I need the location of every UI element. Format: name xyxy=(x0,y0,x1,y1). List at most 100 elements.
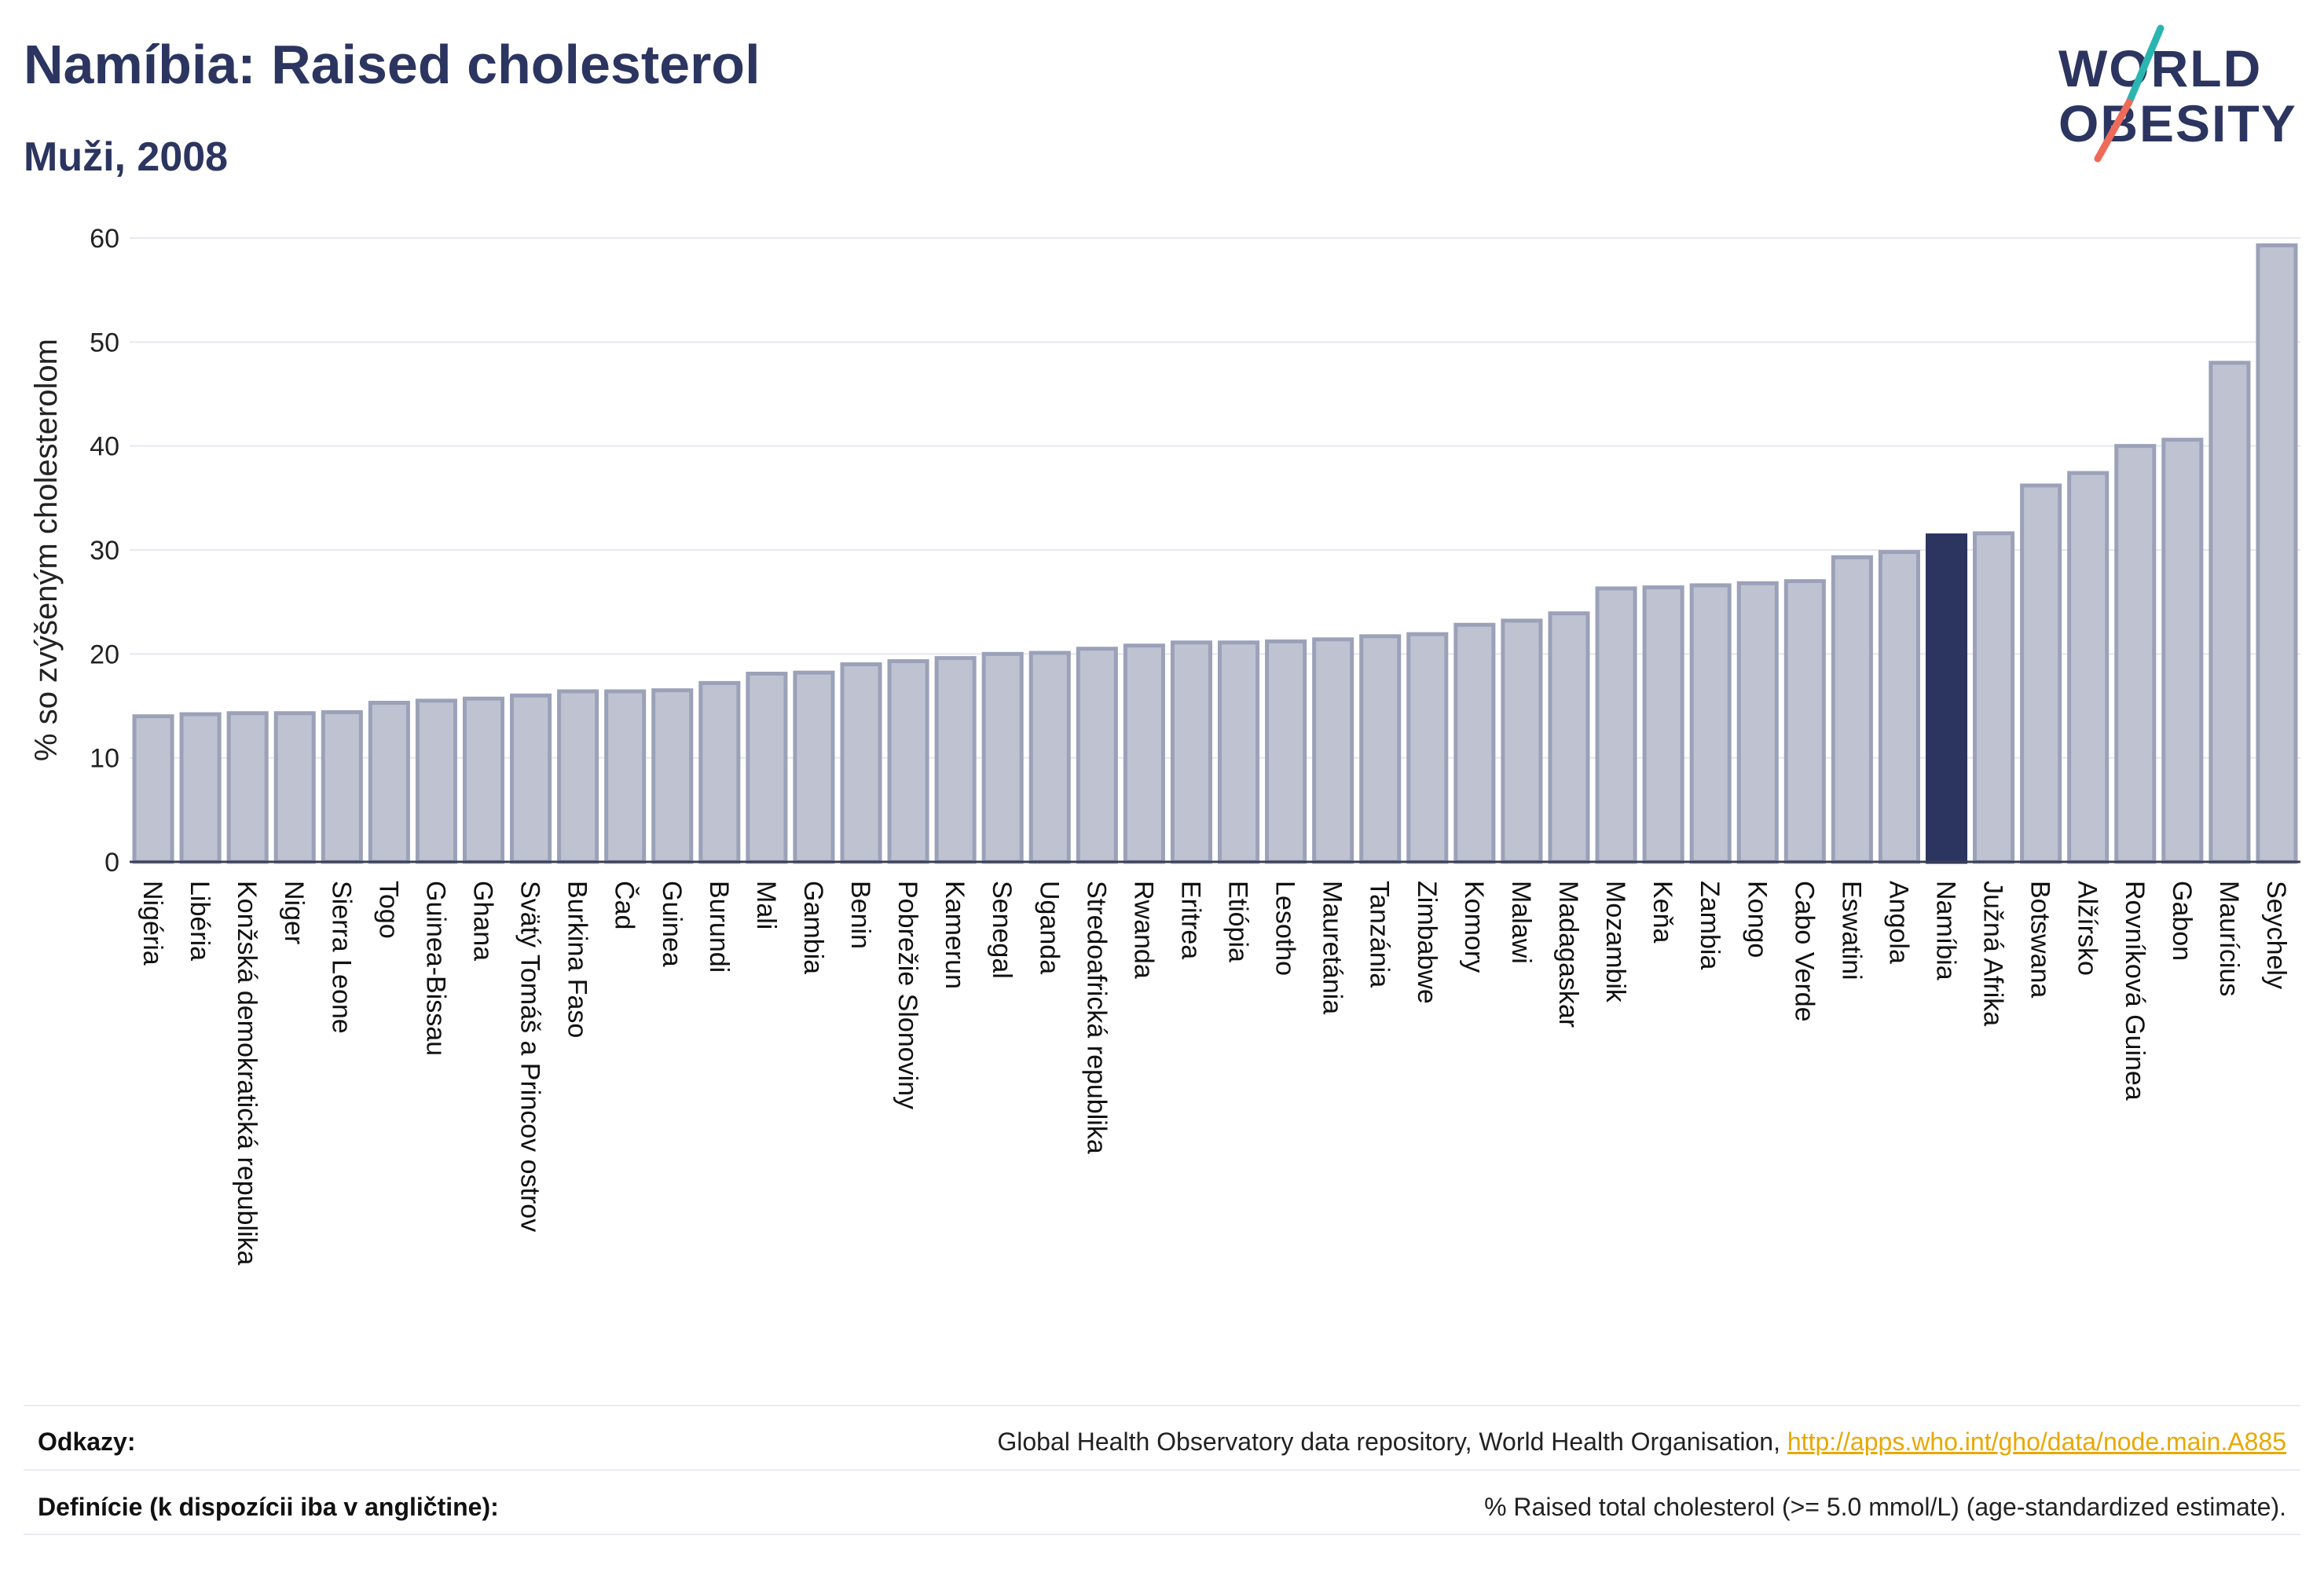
bar xyxy=(1359,634,1402,864)
y-tick-label: 0 xyxy=(104,848,119,878)
x-tick-label: Benin xyxy=(845,881,875,949)
x-tick-label: Mauretánia xyxy=(1318,881,1347,1014)
bar xyxy=(604,689,647,864)
bar xyxy=(1453,622,1496,864)
x-tick-label: Etiópia xyxy=(1223,881,1253,962)
bar xyxy=(2209,361,2251,864)
bar xyxy=(934,656,977,864)
x-tick-label: Tanzánia xyxy=(1365,881,1395,988)
x-tick-label: Sierra Leone xyxy=(326,881,356,1034)
bar xyxy=(321,709,363,864)
bar xyxy=(2067,471,2110,864)
footer-divider-bottom xyxy=(24,1534,2300,1535)
bar xyxy=(2114,444,2157,864)
x-tick-label: Mali xyxy=(751,881,781,929)
references-link[interactable]: http://apps.who.int/gho/data/node.main.A… xyxy=(1787,1428,2286,1456)
x-tick-label: Komory xyxy=(1459,881,1489,973)
x-tick-label: Rovníková Guinea xyxy=(2120,881,2150,1101)
footer-references-row: Odkazy: Global Health Observatory data r… xyxy=(24,1410,2300,1473)
x-tick-label: Madagaskar xyxy=(1553,881,1583,1028)
bar xyxy=(510,693,552,864)
bar xyxy=(1123,643,1165,864)
references-text: Global Health Observatory data repositor… xyxy=(997,1428,1787,1456)
x-tick-label: Guinea-Bissau xyxy=(420,881,450,1056)
world-obesity-logo: WORLD OBESITY xyxy=(2058,24,2297,163)
bar xyxy=(226,711,269,864)
bar xyxy=(1689,583,1732,864)
x-tick-label: Maurícius xyxy=(2214,881,2244,996)
bar xyxy=(273,711,316,864)
x-tick-label: Alžírsko xyxy=(2073,881,2102,976)
bar xyxy=(698,680,741,864)
bar xyxy=(651,688,694,864)
x-tick-label: Stredoafrická republika xyxy=(1081,881,1111,1154)
x-tick-label: Togo xyxy=(373,881,403,939)
x-tick-label: Kamerun xyxy=(940,881,970,989)
x-tick-label: Botswana xyxy=(2025,881,2055,998)
bar xyxy=(1783,579,1826,864)
logo-line-1: WORLD xyxy=(2058,39,2262,97)
references-label: Odkazy: xyxy=(38,1428,136,1456)
bar xyxy=(415,698,457,864)
bar xyxy=(1548,611,1590,864)
bar xyxy=(179,712,222,864)
y-tick-label: 40 xyxy=(90,432,119,462)
x-tick-label: Ghana xyxy=(467,881,497,961)
bar xyxy=(840,662,882,864)
x-tick-label: Konžská demokratická republika xyxy=(232,881,262,1266)
bar xyxy=(462,696,505,864)
bar xyxy=(1595,586,1637,864)
x-tick-label: Eritrea xyxy=(1175,881,1205,959)
logo-slash-teal xyxy=(2125,24,2165,106)
x-tick-label: Pobrežie Slonoviny xyxy=(893,881,922,1109)
x-tick-label: Cabo Verde xyxy=(1789,881,1819,1022)
x-tick-label: Lesotho xyxy=(1270,881,1300,976)
bar xyxy=(2161,438,2204,864)
y-tick-label: 30 xyxy=(90,536,119,566)
x-tick-label: Libéria xyxy=(185,881,214,961)
x-tick-label: Guinea xyxy=(657,881,687,967)
x-tick-label: Rwanda xyxy=(1128,881,1158,979)
bar xyxy=(1831,555,1873,864)
x-tick-label: Eswatini xyxy=(1836,881,1866,980)
bar xyxy=(2020,483,2062,864)
logo-slash-coral xyxy=(2094,98,2133,163)
y-tick-label: 50 xyxy=(90,328,119,357)
bar xyxy=(368,701,410,864)
x-tick-label: Burkina Faso xyxy=(563,881,592,1038)
bar xyxy=(2256,243,2298,864)
y-axis-label: % so zvýšeným cholesterolom xyxy=(29,339,64,761)
definitions-value: % Raised total cholesterol (>= 5.0 mmol/… xyxy=(1484,1493,2286,1521)
bar-chart: 0 10 20 30 40 50 60 % so zvýšeným cholesterolom… xyxy=(29,224,2300,1266)
x-tick-label: Zimbabwe xyxy=(1412,881,1442,1004)
x-tick-label: Južná Afrika xyxy=(1978,881,2008,1026)
chart-title: Namíbia: Raised cholesterol xyxy=(24,34,761,95)
bar xyxy=(793,670,835,864)
bar xyxy=(1265,639,1307,864)
bar xyxy=(1973,531,2015,864)
x-tick-label: Svätý Tomáš a Princov ostrov xyxy=(515,881,545,1232)
x-tick-label: Senegal xyxy=(987,881,1017,979)
x-tick-label: Gabon xyxy=(2167,881,2197,961)
x-tick-label: Angola xyxy=(1883,881,1913,964)
x-tick-label: Seychely xyxy=(2261,881,2291,989)
bar xyxy=(557,689,599,864)
x-tick-label: Niger xyxy=(279,881,309,944)
y-tick-label: 20 xyxy=(90,640,119,669)
x-tick-label: Malawi xyxy=(1506,881,1536,964)
bar xyxy=(1736,581,1779,864)
bar xyxy=(1878,550,1920,864)
x-tick-label: Keňa xyxy=(1648,881,1677,943)
y-tick-label: 10 xyxy=(90,744,119,774)
bar xyxy=(1642,585,1684,864)
bar xyxy=(746,671,788,864)
bar xyxy=(1312,637,1354,864)
y-tick-label: 60 xyxy=(90,224,119,254)
bar xyxy=(1170,640,1212,864)
bar xyxy=(132,714,174,864)
x-tick-label: Gambia xyxy=(798,881,828,974)
logo-line-2: OBESITY xyxy=(2058,94,2297,152)
bar xyxy=(887,659,929,864)
references-value: Global Health Observatory data repositor… xyxy=(997,1428,2286,1457)
bar xyxy=(1925,533,1968,864)
